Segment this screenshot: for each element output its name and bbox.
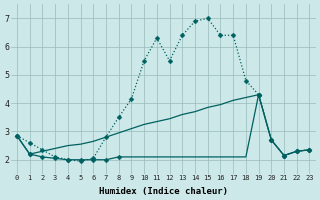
X-axis label: Humidex (Indice chaleur): Humidex (Indice chaleur) (99, 187, 228, 196)
